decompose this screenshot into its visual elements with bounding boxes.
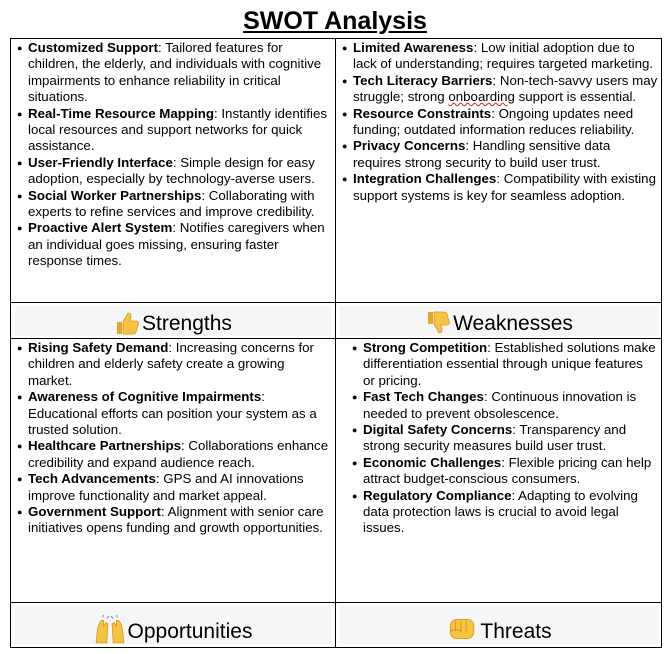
list-item: Real-Time Resource Mapping: Instantly id…: [15, 106, 331, 155]
column-divider: [335, 39, 336, 647]
weaknesses-cell: Limited Awareness: Low initial adoption …: [340, 40, 658, 302]
item-text: : Tailored features for children, the el…: [28, 40, 322, 105]
item-term: Integration Challenges: [353, 171, 497, 187]
item-text: : Simple design for easy adoption, espec…: [28, 154, 315, 187]
threats-heading: Threats: [340, 606, 658, 644]
item-text: : Educational efforts can position your …: [28, 389, 317, 438]
item-term: Strong Competition: [363, 340, 488, 355]
threats-label: Threats: [480, 620, 552, 643]
item-text-after: support is essential.: [514, 89, 637, 105]
item-text: : Notifies caregivers when an individual…: [28, 220, 325, 269]
row-divider-middle: [11, 338, 661, 339]
item-text: : Alignment with senior care initiatives…: [28, 504, 324, 536]
item-text: : Non-tech-savvy users may struggle; str…: [353, 72, 658, 105]
list-item: Strong Competition: Established solution…: [350, 340, 658, 389]
weaknesses-heading: Weaknesses: [340, 306, 658, 336]
item-term: Regulatory Compliance: [363, 487, 512, 503]
weaknesses-list: Limited Awareness: Low initial adoption …: [340, 40, 658, 204]
item-term: Limited Awareness: [353, 40, 474, 55]
swot-grid: Customized Support: Tailored features fo…: [10, 38, 662, 648]
item-term: Fast Tech Changes: [363, 389, 484, 405]
item-term: User-Friendly Interface: [28, 154, 173, 170]
list-item: Tech Advancements: GPS and AI innovation…: [15, 471, 331, 504]
threats-cell: Strong Competition: Established solution…: [340, 340, 658, 602]
list-item: Tech Literacy Barriers: Non-tech-savvy u…: [340, 73, 658, 106]
item-text: : Instantly identifies local resources a…: [28, 105, 328, 154]
list-item: User-Friendly Interface: Simple design f…: [15, 155, 331, 188]
thumbs-down-icon: [428, 311, 450, 334]
list-item: Economic Challenges: Flexible pricing ca…: [350, 455, 658, 488]
item-term: Customized Support: [28, 40, 159, 55]
opportunities-label: Opportunities: [127, 620, 253, 643]
threats-list: Strong Competition: Established solution…: [350, 340, 658, 537]
page-title: SWOT Analysis: [243, 7, 427, 35]
strengths-list: Customized Support: Tailored features fo…: [15, 40, 331, 270]
item-term: Proactive Alert System: [28, 220, 173, 236]
item-term: Rising Safety Demand: [28, 340, 169, 355]
row-divider-opportunities-band: [11, 602, 661, 603]
item-text: : Established solutions make differentia…: [363, 340, 656, 388]
list-item: Resource Constraints: Ongoing updates ne…: [340, 106, 658, 139]
list-item: Privacy Concerns: Handling sensitive dat…: [340, 138, 658, 171]
list-item: Healthcare Partnerships: Collaborations …: [15, 438, 331, 471]
list-item: Awareness of Cognitive Impairments: Educ…: [15, 389, 331, 438]
item-term: Privacy Concerns: [353, 138, 466, 154]
item-text: : GPS and AI innovations improve functio…: [28, 471, 304, 503]
list-item: Rising Safety Demand: Increasing concern…: [15, 340, 331, 389]
item-text: : Collaborating with experts to refine s…: [28, 187, 315, 220]
item-term: Digital Safety Concerns: [363, 422, 513, 438]
strengths-heading: Strengths: [15, 306, 331, 336]
item-term: Social Worker Partnerships: [28, 187, 202, 203]
spellcheck-word: onboarding: [448, 89, 515, 105]
thumbs-up-icon: [117, 312, 139, 335]
list-item: Regulatory Compliance: Adapting to evolv…: [350, 488, 658, 537]
item-text: : Ongoing updates need funding; outdated…: [353, 105, 635, 138]
row-divider-strengths-band: [11, 302, 661, 303]
item-text: : Handling sensitive data requires stron…: [353, 138, 611, 170]
list-item: Fast Tech Changes: Continuous innovation…: [350, 389, 658, 422]
item-term: Tech Advancements: [28, 471, 156, 487]
raised-hands-icon: [95, 614, 124, 644]
strengths-label: Strengths: [142, 312, 232, 335]
list-item: Customized Support: Tailored features fo…: [15, 40, 331, 106]
item-text: : Adapting to evolving data protection l…: [363, 487, 638, 536]
item-term: Economic Challenges: [363, 454, 502, 470]
item-text: : Increasing concerns for children and e…: [28, 340, 314, 388]
list-item: Integration Challenges: Compatibility wi…: [340, 171, 658, 204]
item-text: : Low initial adoption due to lack of un…: [353, 40, 654, 72]
item-text: : Compatibility with existing support sy…: [353, 171, 656, 203]
item-text: : Collaborations enhance credibility and…: [28, 438, 329, 470]
item-term: Resource Constraints: [353, 105, 492, 121]
list-item: Government Support: Alignment with senio…: [15, 504, 331, 537]
item-term: Healthcare Partnerships: [28, 438, 181, 454]
opportunities-list: Rising Safety Demand: Increasing concern…: [15, 340, 331, 537]
item-text: : Flexible pricing can help attract budg…: [363, 454, 652, 487]
strengths-cell: Customized Support: Tailored features fo…: [15, 40, 331, 302]
opportunities-cell: Rising Safety Demand: Increasing concern…: [15, 340, 331, 602]
item-term: Awareness of Cognitive Impairments: [28, 389, 262, 405]
list-item: Limited Awareness: Low initial adoption …: [340, 40, 658, 73]
item-text: : Continuous innovation is needed to pre…: [363, 389, 637, 421]
opportunities-heading: Opportunities: [15, 606, 331, 644]
fist-icon: [450, 618, 475, 640]
item-text: : Transparency and strong security measu…: [363, 422, 627, 454]
list-item: Proactive Alert System: Notifies caregiv…: [15, 220, 331, 269]
item-term: Real-Time Resource Mapping: [28, 105, 214, 121]
list-item: Social Worker Partnerships: Collaboratin…: [15, 188, 331, 221]
item-term: Tech Literacy Barriers: [353, 72, 493, 88]
list-item: Digital Safety Concerns: Transparency an…: [350, 422, 658, 455]
item-term: Government Support: [28, 504, 161, 520]
weaknesses-label: Weaknesses: [453, 312, 573, 335]
